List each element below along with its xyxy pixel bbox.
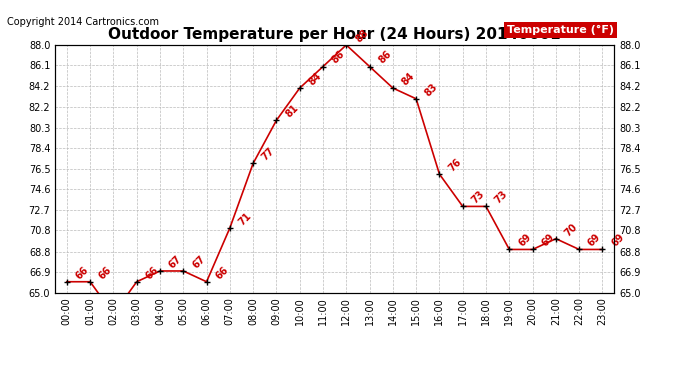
- Text: 81: 81: [284, 103, 300, 120]
- Text: 84: 84: [400, 70, 417, 87]
- Text: 84: 84: [306, 70, 324, 87]
- Text: 76: 76: [446, 157, 463, 173]
- Text: 69: 69: [586, 232, 603, 249]
- Text: 63: 63: [0, 374, 1, 375]
- Text: 67: 67: [190, 254, 207, 270]
- Text: 71: 71: [237, 210, 253, 227]
- Text: 66: 66: [74, 264, 90, 281]
- Text: Copyright 2014 Cartronics.com: Copyright 2014 Cartronics.com: [7, 17, 159, 27]
- Text: 66: 66: [144, 264, 160, 281]
- Text: 69: 69: [609, 232, 626, 249]
- Text: 88: 88: [353, 27, 370, 44]
- Text: 86: 86: [330, 49, 346, 66]
- Title: Outdoor Temperature per Hour (24 Hours) 20140601: Outdoor Temperature per Hour (24 Hours) …: [108, 27, 561, 42]
- Text: 73: 73: [470, 189, 486, 206]
- Text: 70: 70: [563, 221, 580, 238]
- Text: 66: 66: [97, 264, 114, 281]
- Text: 86: 86: [377, 49, 393, 66]
- Text: 66: 66: [213, 264, 230, 281]
- Text: 83: 83: [423, 81, 440, 98]
- Text: Temperature (°F): Temperature (°F): [507, 25, 614, 35]
- Text: 77: 77: [260, 146, 277, 163]
- Text: 73: 73: [493, 189, 510, 206]
- Text: 69: 69: [540, 232, 556, 249]
- Text: 69: 69: [516, 232, 533, 249]
- Text: 67: 67: [167, 254, 184, 270]
